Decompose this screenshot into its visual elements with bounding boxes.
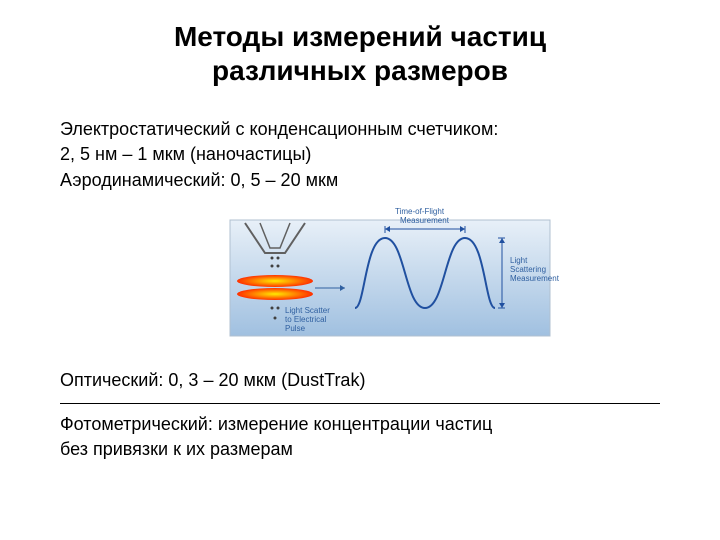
p1-line3: Аэродинамический: 0, 5 – 20 мкм	[60, 170, 338, 190]
p1-line1: Электростатический с конденсационным сче…	[60, 119, 498, 139]
p3-line1: Фотометрический: измерение концентрации …	[60, 414, 492, 434]
paragraph-2: Оптический: 0, 3 – 20 мкм (DustTrak)	[60, 368, 660, 393]
p3-line2: без привязки к их размерам	[60, 439, 293, 459]
paragraph-3: Фотометрический: измерение концентрации …	[60, 412, 660, 462]
svg-text:to Electrical: to Electrical	[285, 315, 327, 324]
p1-line2: 2, 5 нм – 1 мкм (наночастицы)	[60, 144, 311, 164]
svg-text:Pulse: Pulse	[285, 324, 306, 333]
p2-line1: Оптический: 0, 3 – 20 мкм (DustTrak)	[60, 370, 365, 390]
diagram-container: Time-of-FlightMeasurementLight Scatterto…	[60, 208, 660, 348]
title-line-1: Методы измерений частиц	[174, 21, 546, 52]
svg-text:Scattering: Scattering	[510, 265, 546, 274]
svg-text:Light Scatter: Light Scatter	[285, 306, 330, 315]
divider	[60, 403, 660, 404]
svg-text:Measurement: Measurement	[400, 216, 450, 225]
svg-text:Light: Light	[510, 256, 528, 265]
svg-text:Time-of-Flight: Time-of-Flight	[395, 208, 445, 216]
svg-text:Measurement: Measurement	[510, 274, 560, 283]
slide-title: Методы измерений частиц различных размер…	[60, 20, 660, 87]
particle-measurement-diagram: Time-of-FlightMeasurementLight Scatterto…	[150, 208, 570, 348]
title-line-2: различных размеров	[212, 55, 508, 86]
paragraph-1: Электростатический с конденсационным сче…	[60, 117, 660, 193]
